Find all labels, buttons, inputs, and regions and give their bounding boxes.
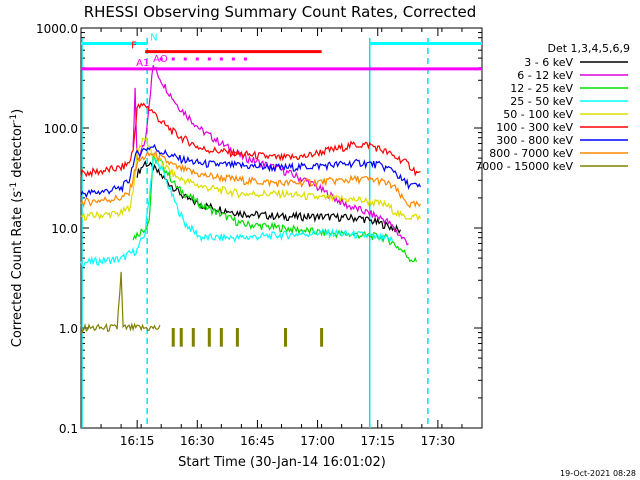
legend-label: 7000 - 15000 keV bbox=[475, 160, 573, 173]
flag-label-A1: A1 bbox=[136, 58, 149, 69]
y-tick-label: 1000.0 bbox=[36, 22, 78, 36]
y-tick-label: 0.1 bbox=[59, 422, 78, 436]
series-line bbox=[80, 158, 393, 267]
legend-label: 3 - 6 keV bbox=[524, 56, 573, 69]
y-tick-label: 100.0 bbox=[44, 122, 78, 136]
x-tick-label: 16:45 bbox=[240, 434, 275, 448]
attenuator-lines bbox=[81, 38, 429, 428]
x-tick-label: 17:15 bbox=[360, 434, 395, 448]
x-axis-label: Start Time (30-Jan-14 16:01:02) bbox=[178, 455, 386, 470]
legend-label: 50 - 100 keV bbox=[503, 108, 573, 121]
series-line bbox=[136, 159, 402, 235]
y-tick-label: 10.0 bbox=[51, 222, 78, 236]
legend-label: 12 - 25 keV bbox=[510, 82, 573, 95]
legend-label: 25 - 50 keV bbox=[510, 95, 573, 108]
series-line bbox=[80, 137, 422, 222]
flag-bars: N F AO A1 bbox=[81, 32, 482, 71]
legend-label: 800 - 7000 keV bbox=[489, 147, 573, 160]
series-lines bbox=[80, 65, 422, 347]
plot-frame bbox=[80, 27, 483, 429]
flag-label-F: F bbox=[131, 41, 137, 52]
series-line bbox=[80, 102, 421, 178]
x-tick-label: 16:30 bbox=[180, 434, 215, 448]
legend-title: Det 1,3,4,5,6,9 bbox=[547, 42, 630, 55]
legend-label: 100 - 300 keV bbox=[496, 121, 573, 134]
x-axis: 16:15 16:30 16:45 17:00 17:15 17:30 bbox=[80, 28, 483, 448]
series-line bbox=[80, 271, 161, 334]
flag-label-N: N bbox=[150, 32, 157, 43]
x-tick-label: 17:00 bbox=[300, 434, 335, 448]
flag-dot-AO bbox=[231, 57, 235, 61]
series-line bbox=[132, 153, 418, 263]
flag-dot-AO bbox=[159, 57, 163, 61]
series-line bbox=[80, 150, 422, 209]
flag-dot-AO bbox=[183, 57, 187, 61]
x-tick-label: 16:15 bbox=[120, 434, 155, 448]
flag-dot-AO bbox=[219, 57, 223, 61]
y-axis-label: Corrected Count Rate (s-1 detector-1) bbox=[9, 109, 25, 347]
flag-dot-AO bbox=[207, 57, 211, 61]
flag-label-AO: AO bbox=[153, 54, 168, 65]
y-tick-label: 1.0 bbox=[59, 322, 78, 336]
legend-label: 300 - 800 keV bbox=[496, 134, 573, 147]
flag-dot-AO bbox=[195, 57, 199, 61]
timestamp: 19-Oct-2021 08:28 bbox=[560, 469, 636, 478]
x-tick-label: 17:30 bbox=[421, 434, 456, 448]
flag-dot-AO bbox=[243, 57, 247, 61]
chart-title: RHESSI Observing Summary Count Rates, Co… bbox=[84, 3, 477, 21]
series-line bbox=[80, 143, 422, 199]
y-axis: 1000.0 100.0 10.0 1.0 0.1 bbox=[36, 22, 482, 436]
legend-label: 6 - 12 keV bbox=[517, 69, 573, 82]
flag-dot-AO bbox=[171, 57, 175, 61]
